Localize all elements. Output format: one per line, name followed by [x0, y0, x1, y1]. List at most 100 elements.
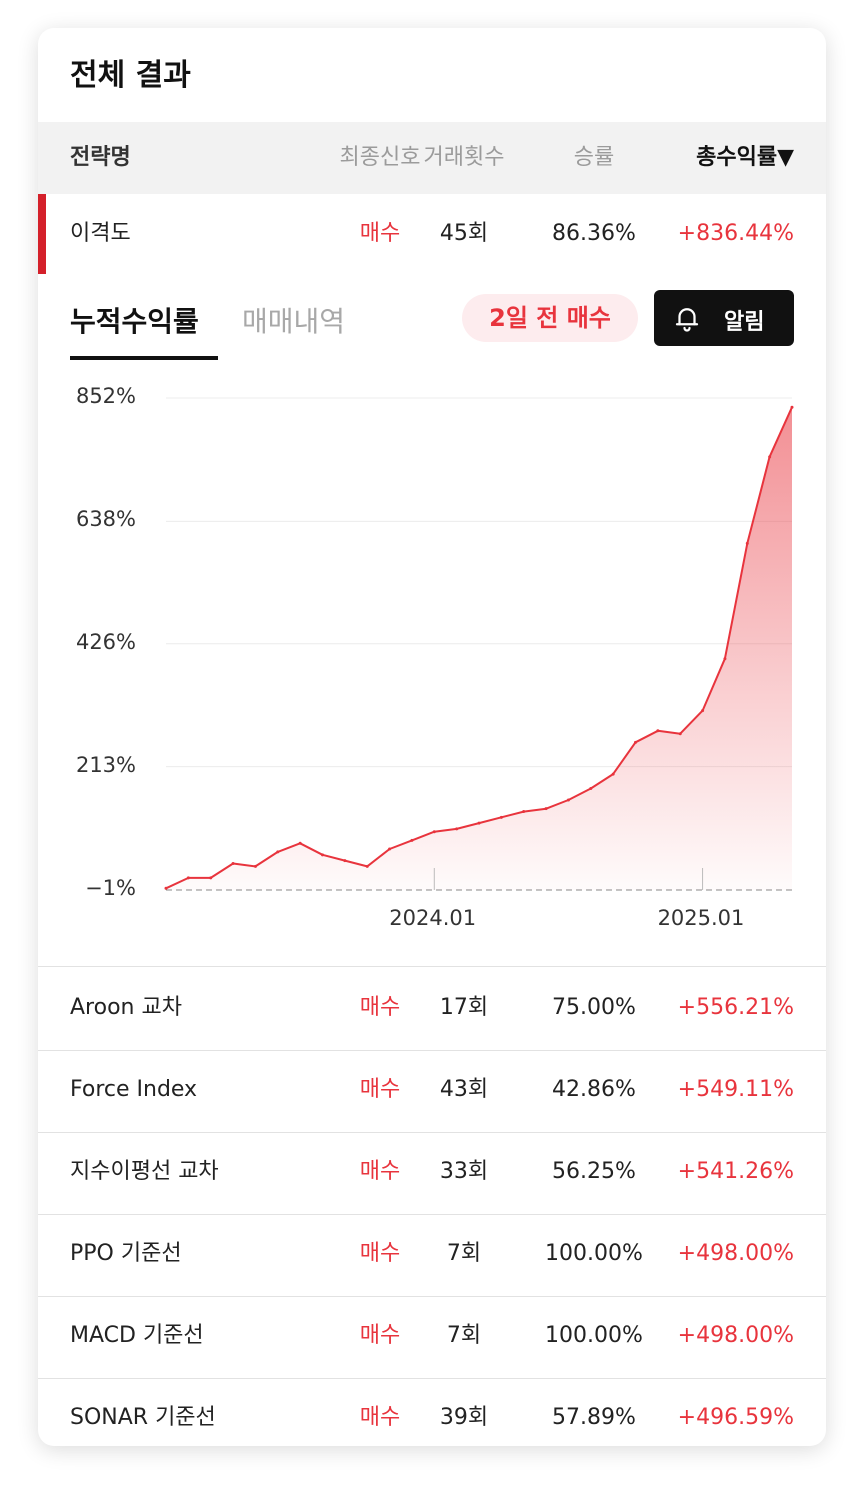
data-point — [455, 827, 459, 831]
header-total-return-sorted[interactable]: 총수익률▼ — [696, 145, 794, 170]
row-winrate: 57.89% — [552, 1405, 636, 1430]
row-winrate: 56.25% — [552, 1159, 636, 1184]
strategy-return: +836.44% — [677, 221, 794, 246]
active-tab-underline — [70, 356, 218, 360]
row-winrate: 42.86% — [552, 1077, 636, 1102]
row-signal: 매수 — [359, 1405, 401, 1430]
table-row[interactable]: 지수이평선 교차 매수 33회 56.25% +541.26% — [38, 1132, 826, 1214]
data-point — [723, 657, 727, 661]
y-tick-label: −1% — [85, 876, 136, 900]
row-signal: 매수 — [359, 995, 401, 1020]
data-point — [276, 850, 280, 854]
strategy-trades: 45회 — [439, 221, 489, 246]
row-strategy-name: Force Index — [70, 1077, 198, 1102]
data-point — [745, 541, 749, 545]
data-point — [343, 859, 347, 863]
data-point — [768, 455, 772, 459]
header-strategy-name[interactable]: 전략명 — [70, 145, 131, 170]
tab-cumulative-return[interactable]: 누적수익률 — [70, 305, 199, 338]
data-point — [164, 886, 168, 890]
data-point — [611, 772, 615, 776]
table-row[interactable]: MACD 기준선 매수 7회 100.00% +498.00% — [38, 1296, 826, 1378]
data-point — [186, 876, 190, 880]
data-point — [253, 864, 257, 868]
bell-icon — [675, 308, 699, 332]
header-trade-count[interactable]: 거래횟수 — [423, 145, 505, 170]
row-strategy-name: PPO 기준선 — [70, 1241, 182, 1266]
row-total-return: +496.59% — [677, 1405, 794, 1430]
divider — [38, 1296, 826, 1297]
data-point — [231, 861, 235, 865]
selection-indicator — [38, 194, 46, 274]
results-card: 전체 결과 전략명 최종신호 거래횟수 승률 총수익률▼ 이격도 매수 45회 … — [38, 28, 826, 1446]
row-winrate: 100.00% — [545, 1323, 643, 1348]
row-strategy-name: SONAR 기준선 — [70, 1405, 216, 1430]
row-trades: 7회 — [446, 1323, 482, 1348]
header-final-signal[interactable]: 최종신호 — [339, 145, 421, 170]
data-point — [522, 810, 526, 814]
data-point — [566, 798, 570, 802]
strategy-winrate: 86.36% — [552, 221, 636, 246]
divider — [38, 1132, 826, 1133]
row-total-return: +549.11% — [677, 1077, 794, 1102]
header-win-rate[interactable]: 승률 — [573, 145, 615, 170]
row-strategy-name: MACD 기준선 — [70, 1323, 204, 1348]
table-row[interactable]: SONAR 기준선 매수 39회 57.89% +496.59% — [38, 1378, 826, 1446]
x-tick-label: 2025.01 — [657, 906, 745, 930]
row-signal: 매수 — [359, 1241, 401, 1266]
row-winrate: 75.00% — [552, 995, 636, 1020]
data-point — [321, 853, 324, 857]
strategy-signal: 매수 — [359, 221, 401, 246]
y-tick-label: 213% — [75, 752, 136, 777]
data-point — [499, 815, 503, 819]
alarm-button-label: 알림 — [724, 310, 765, 335]
row-total-return: +498.00% — [677, 1241, 794, 1266]
x-tick-label: 2024.01 — [389, 906, 477, 930]
data-point — [388, 847, 392, 851]
data-point — [634, 740, 637, 744]
row-total-return: +498.00% — [677, 1323, 794, 1348]
data-point — [790, 405, 794, 409]
data-point — [209, 876, 213, 880]
row-trades: 17회 — [439, 995, 489, 1020]
table-header: 전략명 최종신호 거래횟수 승률 총수익률▼ — [38, 122, 826, 194]
table-row[interactable]: Force Index 매수 43회 42.86% +549.11% — [38, 1050, 826, 1132]
row-signal: 매수 — [359, 1077, 401, 1102]
data-point — [365, 864, 369, 868]
y-tick-label: 638% — [75, 507, 136, 532]
data-point — [298, 841, 302, 845]
cumulative-return-chart: 852% 638% 426% 213% −1% 2024.01 2025.01 — [38, 368, 826, 968]
signal-badge: 2일 전 매수 — [462, 294, 638, 342]
data-point — [477, 821, 481, 825]
selected-strategy-row[interactable]: 이격도 매수 45회 86.36% +836.44% — [38, 194, 826, 274]
chart-svg — [164, 397, 794, 891]
row-total-return: +556.21% — [677, 995, 794, 1020]
row-strategy-name: 지수이평선 교차 — [70, 1159, 219, 1184]
table-row[interactable]: Aroon 교차 매수 17회 75.00% +556.21% — [38, 968, 826, 1050]
y-tick-label: 426% — [75, 629, 136, 654]
row-trades: 43회 — [439, 1077, 489, 1102]
data-point — [678, 732, 682, 736]
alarm-button[interactable]: 알림 — [654, 290, 794, 346]
row-trades: 33회 — [439, 1159, 489, 1184]
row-winrate: 100.00% — [545, 1241, 643, 1266]
tab-trade-history[interactable]: 매매내역 — [242, 305, 346, 338]
y-tick-label: 852% — [75, 384, 136, 408]
table-row[interactable]: PPO 기준선 매수 7회 100.00% +498.00% — [38, 1214, 826, 1296]
strategy-name: 이격도 — [70, 221, 131, 246]
data-point — [544, 807, 548, 811]
data-point — [656, 729, 660, 733]
divider — [38, 1050, 826, 1051]
row-strategy-name: Aroon 교차 — [70, 995, 182, 1020]
return-area — [166, 407, 792, 890]
data-point — [701, 709, 705, 713]
divider — [38, 966, 826, 967]
divider — [38, 1214, 826, 1215]
data-point — [410, 838, 414, 842]
row-trades: 7회 — [446, 1241, 482, 1266]
divider — [38, 1378, 826, 1379]
row-signal: 매수 — [359, 1323, 401, 1348]
row-signal: 매수 — [359, 1159, 401, 1184]
data-point — [432, 830, 436, 834]
card-title: 전체 결과 — [70, 58, 191, 93]
